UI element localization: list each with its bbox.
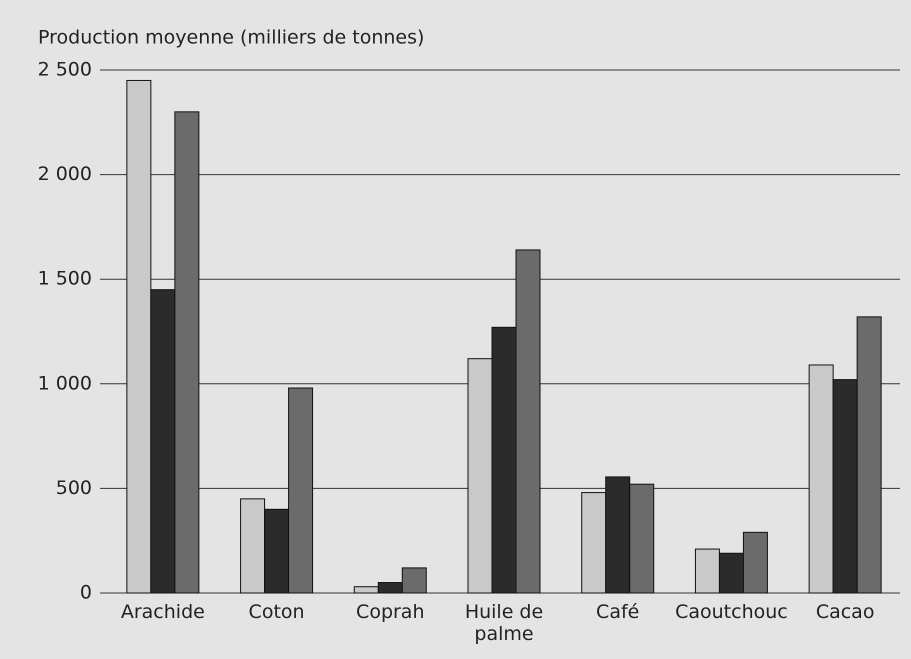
y-axis-title: Production moyenne (milliers de tonnes): [38, 27, 424, 49]
bar: [467, 358, 493, 594]
x-tick-label: Cacao: [815, 601, 875, 623]
bar: [629, 483, 655, 594]
bar: [353, 586, 379, 594]
x-tick-label: Arachide: [120, 601, 205, 623]
bar: [718, 552, 744, 594]
y-tick-label: 2 500: [38, 59, 92, 81]
bar: [174, 111, 200, 594]
bar: [264, 508, 290, 594]
bar: [150, 289, 176, 594]
x-tick-label: Coton: [248, 601, 305, 623]
x-tick-label: Coprah: [356, 601, 425, 623]
bar: [808, 364, 834, 594]
bar: [742, 531, 768, 594]
bar: [126, 79, 152, 594]
x-tick-label: Huile de palme: [464, 601, 544, 645]
y-tick-label: 2 000: [38, 163, 92, 185]
y-tick-label: 0: [80, 582, 92, 604]
bar: [240, 498, 266, 594]
x-tick-label: Caoutchouc: [675, 601, 788, 623]
bar: [605, 476, 631, 594]
bar: [515, 249, 541, 594]
bar: [856, 316, 882, 594]
bar: [491, 326, 517, 594]
bar: [832, 379, 858, 594]
bar: [377, 582, 403, 594]
x-tick-label: Café: [596, 601, 640, 623]
y-tick-label: 1 000: [38, 372, 92, 394]
y-tick-label: 500: [56, 477, 92, 499]
bar: [288, 387, 314, 594]
y-tick-label: 1 500: [38, 268, 92, 290]
bar: [694, 548, 720, 594]
bar: [401, 567, 427, 594]
bar: [581, 492, 607, 594]
